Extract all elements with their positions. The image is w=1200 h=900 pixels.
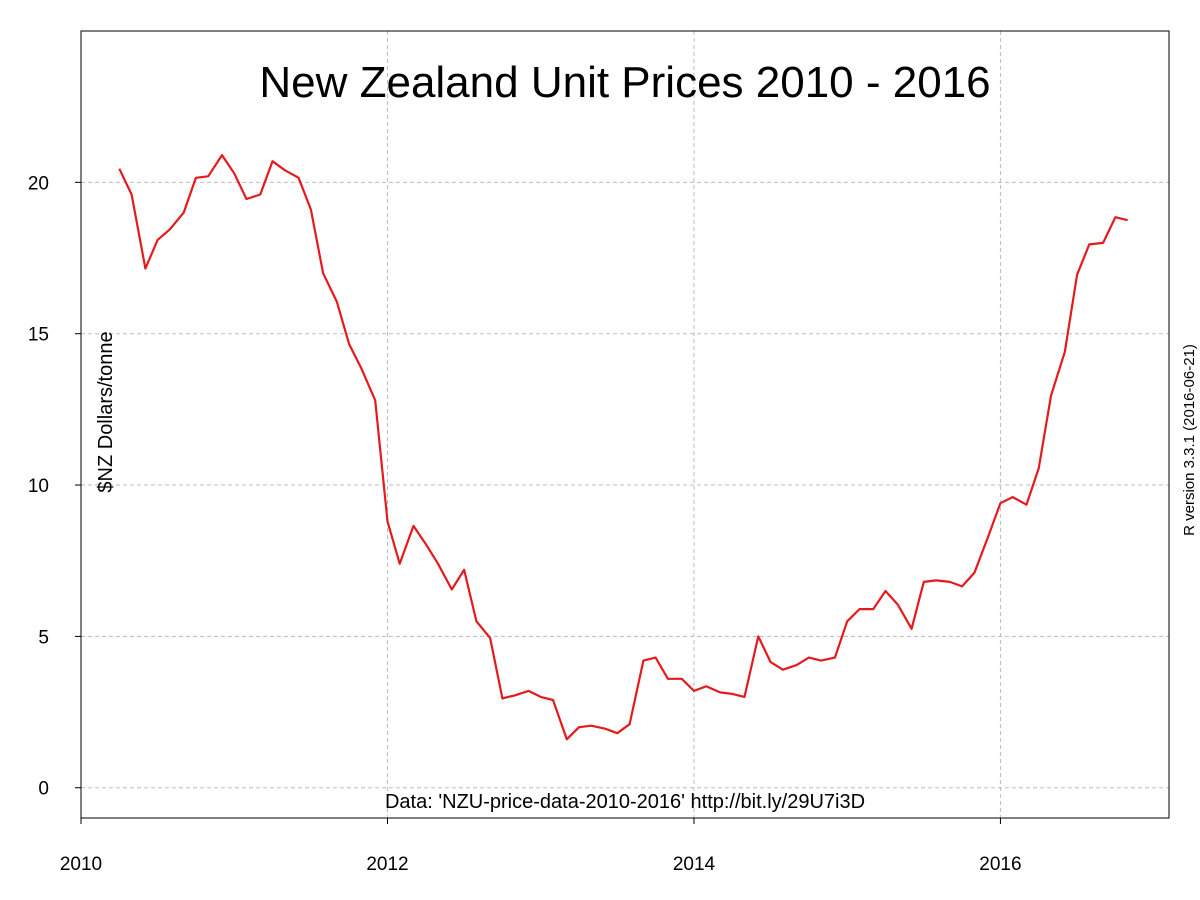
series-layer <box>118 154 1128 741</box>
chart-title: New Zealand Unit Prices 2010 - 2016 <box>259 58 990 107</box>
y-tick-label: 10 <box>28 476 49 497</box>
x-tick-label: 2012 <box>366 854 408 875</box>
y-tick-label: 5 <box>38 627 49 648</box>
y-tick-label: 20 <box>28 173 49 194</box>
plot-frame <box>80 30 1170 819</box>
x-tick-label: 2014 <box>673 854 716 875</box>
x-tick-label: 2010 <box>60 854 102 875</box>
x-tick-label: 2016 <box>979 854 1021 875</box>
y-axis-title: $NZ Dollars/tonne <box>95 331 117 492</box>
series-line-0 <box>118 154 1128 741</box>
side-note-r-version: R version 3.3.1 (2016-06-21) <box>1181 344 1198 536</box>
grid-lines <box>81 31 1169 818</box>
y-tick-label: 15 <box>28 325 49 346</box>
axes: 2010 2012 2014 2016 0 5 10 15 20 <box>28 173 1022 875</box>
footnote-data-source: Data: 'NZU-price-data-2010-2016' http://… <box>385 791 865 813</box>
y-tick-label: 0 <box>38 779 49 800</box>
